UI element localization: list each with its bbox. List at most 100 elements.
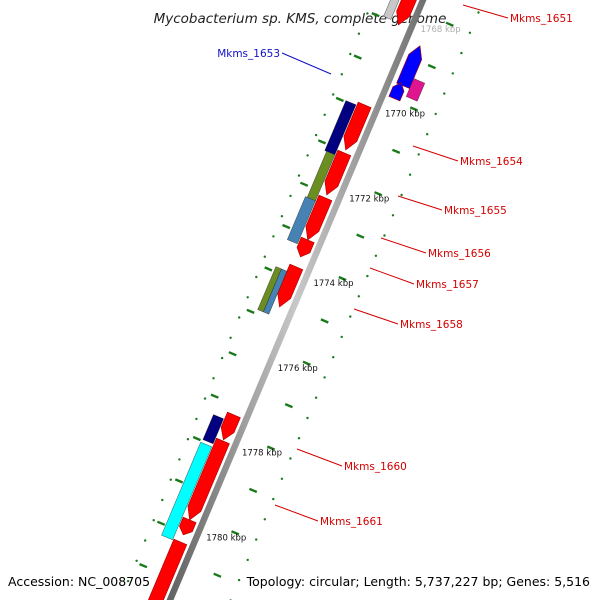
inner-guide-dot [451, 72, 454, 75]
genome-summary-text: Topology: circular; Length: 5,737,227 bp… [246, 574, 590, 589]
gene-label-Mkms_1651[interactable]: Mkms_1651 [510, 13, 573, 25]
inner-guide-dot [468, 31, 472, 34]
scale-tick-outer [210, 393, 219, 399]
leader-line-Mkms_1653 [281, 52, 332, 75]
gene-label-Mkms_1656[interactable]: Mkms_1656 [428, 248, 491, 260]
inner-guide-dot [366, 274, 369, 278]
gene-arrow-Mkms_1653b [388, 82, 405, 102]
gene-label-Mkms_1660[interactable]: Mkms_1660 [344, 461, 407, 473]
gene-label-Mkms_1657[interactable]: Mkms_1657 [416, 279, 479, 291]
inner-guide-dot [263, 518, 266, 521]
inner-guide-dot [417, 153, 420, 156]
leader-line-Mkms_1661 [274, 504, 319, 522]
outer-guide-dot [220, 356, 224, 360]
inner-guide-dot [297, 437, 301, 440]
scale-tick-outer [192, 435, 201, 442]
outer-guide-dot [357, 32, 361, 35]
outer-guide-dot [340, 73, 343, 76]
scale-tick [427, 63, 436, 70]
gene-label-Mkms_1661[interactable]: Mkms_1661 [320, 516, 383, 528]
forward-gene-arrow [220, 411, 241, 441]
scale-tick [231, 530, 240, 536]
inner-guide-dot [272, 497, 275, 501]
leader-line-Mkms_1660 [296, 448, 343, 467]
gene-label-Mkms_1655[interactable]: Mkms_1655 [444, 205, 507, 217]
scale-label: 1772 kbp [349, 194, 389, 204]
outer-guide-dot [289, 194, 292, 198]
gene-features [147, 0, 426, 600]
scale-label: 1770 kbp [385, 110, 425, 120]
scale-tick-outer [353, 54, 362, 60]
scale-tick-outer [139, 562, 148, 569]
inner-guide-dot [246, 558, 249, 562]
leader-line-Mkms_1658 [353, 308, 399, 325]
scale-tick-outer [156, 520, 166, 526]
inner-guide-dot [383, 234, 386, 237]
scale-tick [302, 360, 311, 367]
inner-guide-dot [332, 356, 335, 359]
outer-guide-dot [246, 296, 249, 299]
leader-line-Mkms_1655 [397, 195, 443, 211]
gene-label-Mkms_1653[interactable]: Mkms_1653 [217, 48, 280, 60]
gene-label-Mkms_1658[interactable]: Mkms_1658 [400, 319, 463, 331]
outer-guide-dot [169, 478, 172, 481]
scale-tick-outer [174, 478, 184, 484]
gene-bar-magenta [405, 78, 426, 102]
scale-tick [445, 21, 454, 27]
gene-labels: Mkms_1651 Mkms_1653 Mkms_1654 Mkms_1655 Mkms… [217, 13, 573, 528]
inner-guide-dot [477, 11, 480, 14]
outer-guide-dot [144, 539, 147, 542]
forward-gene-arrow [179, 516, 197, 536]
scale-tick-outer [371, 11, 380, 18]
inner-guide-dot [434, 112, 437, 116]
scale-tick-outer [282, 223, 291, 230]
inner-guide-dot [408, 173, 412, 176]
outer-guide-dot [238, 316, 241, 319]
map-title: Mycobacterium sp. KMS, complete genome [154, 11, 447, 27]
leader-line-Mkms_1656 [380, 237, 427, 254]
inner-guide-dot [314, 396, 318, 399]
scale-label: 1774 kbp [313, 279, 353, 289]
inner-guide-dot [374, 254, 378, 257]
outer-guide-dot [306, 154, 309, 157]
gene-bar-Mkms_1661 [161, 441, 213, 541]
inner-guide-dot [357, 295, 360, 298]
gene-bar-Mkms_1656 [287, 196, 316, 245]
forward-gene-arrow [396, 0, 417, 26]
outer-guide-dot [255, 275, 258, 279]
inner-guide-dot [460, 51, 463, 55]
inner-guide-dot [280, 477, 284, 480]
outer-guide-dot [366, 12, 369, 15]
outer-guide-dot [161, 498, 164, 502]
scale-label: 1780 kbp [206, 534, 246, 544]
inner-guide-dot [391, 214, 395, 217]
forward-gene-arrow [324, 149, 352, 196]
inner-guide-dot [323, 376, 326, 379]
scale-label: 1776 kbp [278, 364, 318, 374]
scale-label: 1778 kbp [242, 449, 282, 459]
scale-tick-outer [335, 96, 344, 103]
label-leader-lines [274, 4, 509, 522]
inner-guide-dot [400, 193, 403, 197]
outer-guide-dot [126, 579, 130, 583]
outer-guide-dot [212, 377, 215, 380]
outer-guide-dot [280, 215, 284, 218]
scale-tick [284, 402, 293, 409]
leader-line-Mkms_1654 [412, 145, 459, 162]
forward-gene-arrow [305, 194, 333, 241]
outer-guide-dot [314, 133, 318, 137]
forward-gene-arrow [147, 538, 188, 600]
scale-tick [266, 445, 276, 451]
forward-gene-arrow [296, 236, 315, 258]
scale-tick [213, 572, 222, 578]
forward-gene-arrow [187, 437, 230, 521]
leader-line-Mkms_1657 [369, 267, 415, 285]
scale-tick-outer [264, 266, 273, 272]
gene-label-Mkms_1654[interactable]: Mkms_1654 [460, 156, 523, 168]
scale-tick-outer [246, 308, 255, 315]
outer-guide-dot [272, 235, 275, 238]
forward-gene-arrow [277, 263, 304, 308]
scale-tick-outer [228, 351, 237, 357]
inner-guide-dot [349, 315, 352, 318]
scale-tick [356, 233, 365, 239]
